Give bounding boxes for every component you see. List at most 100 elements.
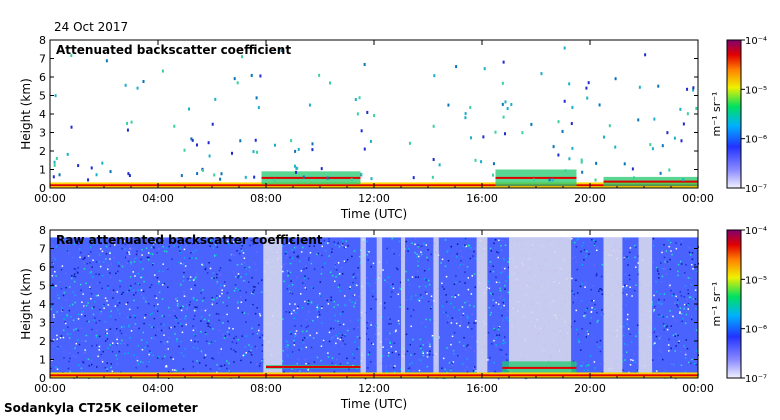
low-signal-period xyxy=(360,237,366,378)
echo-point xyxy=(360,129,363,133)
echo-point xyxy=(356,112,359,116)
echo-point xyxy=(680,139,683,143)
echo-point xyxy=(521,131,524,135)
echo-point xyxy=(326,176,329,180)
echo-point xyxy=(302,175,305,179)
echo-point xyxy=(328,81,331,85)
x-tick-label: 12:00 xyxy=(358,382,390,395)
low-signal-period xyxy=(509,237,572,378)
echo-point xyxy=(126,128,129,132)
colorbar-label: m⁻¹ sr⁻¹ xyxy=(710,92,723,137)
echo-point xyxy=(431,175,434,179)
colorbar-tick-label: 10⁻⁷ xyxy=(745,184,767,195)
x-tick-label: 08:00 xyxy=(250,192,282,205)
echo-point xyxy=(548,178,551,182)
y-tick-label: 6 xyxy=(39,71,46,84)
echo-point xyxy=(109,170,112,174)
echo-point xyxy=(631,167,634,171)
echo-point xyxy=(358,96,361,100)
echo-point xyxy=(369,139,372,143)
echo-point xyxy=(180,174,183,178)
echo-point xyxy=(570,122,573,126)
echo-point xyxy=(474,158,477,162)
echo-point xyxy=(692,88,695,92)
plot-area xyxy=(50,40,698,188)
echo-point xyxy=(580,158,583,162)
echo-point xyxy=(53,163,56,167)
echo-point xyxy=(183,148,186,152)
echo-point xyxy=(540,72,543,76)
echo-point xyxy=(412,176,415,180)
colorbar-tick-label: 10⁻⁵ xyxy=(745,85,767,96)
echo-point xyxy=(255,96,258,100)
y-tick-label: 1 xyxy=(39,164,46,177)
low-signal-period xyxy=(638,237,653,378)
x-tick-label: 00:00 xyxy=(34,192,66,205)
echo-point xyxy=(409,141,412,145)
echo-point xyxy=(686,112,689,116)
x-axis-label: Time (UTC) xyxy=(340,207,407,221)
y-tick-label: 2 xyxy=(39,335,46,348)
echo-point xyxy=(510,103,513,107)
echo-point xyxy=(506,107,509,111)
echo-point xyxy=(230,151,233,155)
echo-point xyxy=(54,94,57,98)
echo-point xyxy=(211,122,214,126)
backscatter-field xyxy=(50,237,700,380)
echo-point xyxy=(255,150,258,154)
panel-title: Attenuated backscatter coefficient xyxy=(56,43,291,57)
echo-point xyxy=(294,149,297,153)
colorbar-tick-label: 10⁻⁷ xyxy=(745,374,767,385)
echo-point xyxy=(682,178,685,182)
echo-point xyxy=(659,171,662,175)
cloud-layer-core xyxy=(266,365,361,368)
echo-point xyxy=(66,152,69,156)
y-tick-label: 4 xyxy=(39,108,46,121)
echo-point xyxy=(503,132,506,136)
echo-point xyxy=(571,105,574,109)
echo-point xyxy=(561,129,564,133)
echo-point xyxy=(58,173,61,177)
echo-point xyxy=(580,160,583,164)
echo-point xyxy=(586,96,589,100)
echo-point xyxy=(602,135,605,139)
echo-point xyxy=(214,97,217,101)
echo-point xyxy=(90,166,93,170)
echo-point xyxy=(568,82,571,86)
echo-point xyxy=(502,115,505,119)
echo-point xyxy=(318,73,321,77)
echo-point xyxy=(692,86,695,90)
x-tick-label: 16:00 xyxy=(466,192,498,205)
echo-point xyxy=(370,177,373,181)
echo-point xyxy=(295,170,298,174)
echo-point xyxy=(95,173,98,177)
echo-point xyxy=(492,162,495,166)
low-signal-period xyxy=(263,237,283,378)
echo-point xyxy=(350,178,353,182)
y-tick-label: 5 xyxy=(39,280,46,293)
echo-point xyxy=(363,62,366,66)
echo-point xyxy=(594,178,597,182)
echo-point xyxy=(297,147,300,151)
instrument-label: Sodankyla CT25K ceilometer xyxy=(4,401,198,415)
echo-point xyxy=(695,106,698,110)
echo-point xyxy=(124,83,127,87)
x-tick-label: 00:00 xyxy=(682,192,714,205)
echo-point xyxy=(55,156,58,160)
x-tick-label: 20:00 xyxy=(574,192,606,205)
echo-point xyxy=(202,168,205,172)
y-tick-label: 5 xyxy=(39,90,46,103)
echo-point xyxy=(360,172,363,176)
echo-point xyxy=(188,107,191,111)
echo-point xyxy=(311,142,314,146)
y-tick-label: 3 xyxy=(39,317,46,330)
echo-point xyxy=(136,86,139,90)
echo-point xyxy=(308,103,311,107)
echo-point xyxy=(173,124,176,128)
echo-point xyxy=(482,135,485,139)
echo-point xyxy=(682,122,685,126)
echo-point xyxy=(552,145,555,149)
x-tick-label: 20:00 xyxy=(574,382,606,395)
